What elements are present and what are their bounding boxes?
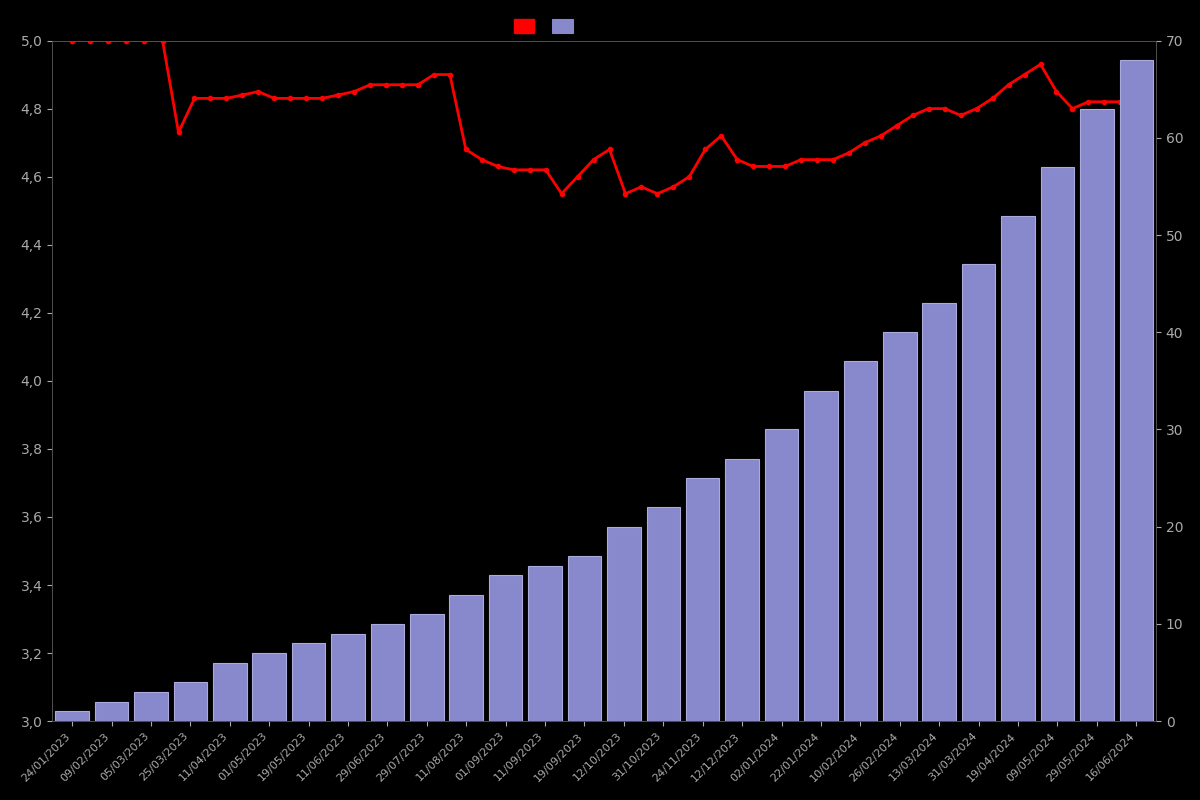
Legend: , : , (508, 14, 590, 39)
Bar (371, 624, 404, 721)
Bar (686, 478, 720, 721)
Bar (962, 264, 995, 721)
Bar (1080, 109, 1114, 721)
Bar (134, 692, 168, 721)
Bar (647, 507, 680, 721)
Bar (410, 614, 444, 721)
Bar (804, 390, 838, 721)
Bar (923, 303, 956, 721)
Bar (725, 458, 758, 721)
Bar (174, 682, 208, 721)
Bar (95, 702, 128, 721)
Bar (1040, 167, 1074, 721)
Bar (292, 643, 325, 721)
Bar (844, 362, 877, 721)
Bar (252, 653, 286, 721)
Bar (883, 332, 917, 721)
Bar (488, 575, 522, 721)
Bar (764, 430, 798, 721)
Bar (1001, 215, 1034, 721)
Bar (331, 634, 365, 721)
Bar (55, 711, 89, 721)
Bar (450, 594, 482, 721)
Bar (528, 566, 562, 721)
Bar (568, 556, 601, 721)
Bar (607, 526, 641, 721)
Bar (1120, 60, 1153, 721)
Bar (212, 663, 246, 721)
